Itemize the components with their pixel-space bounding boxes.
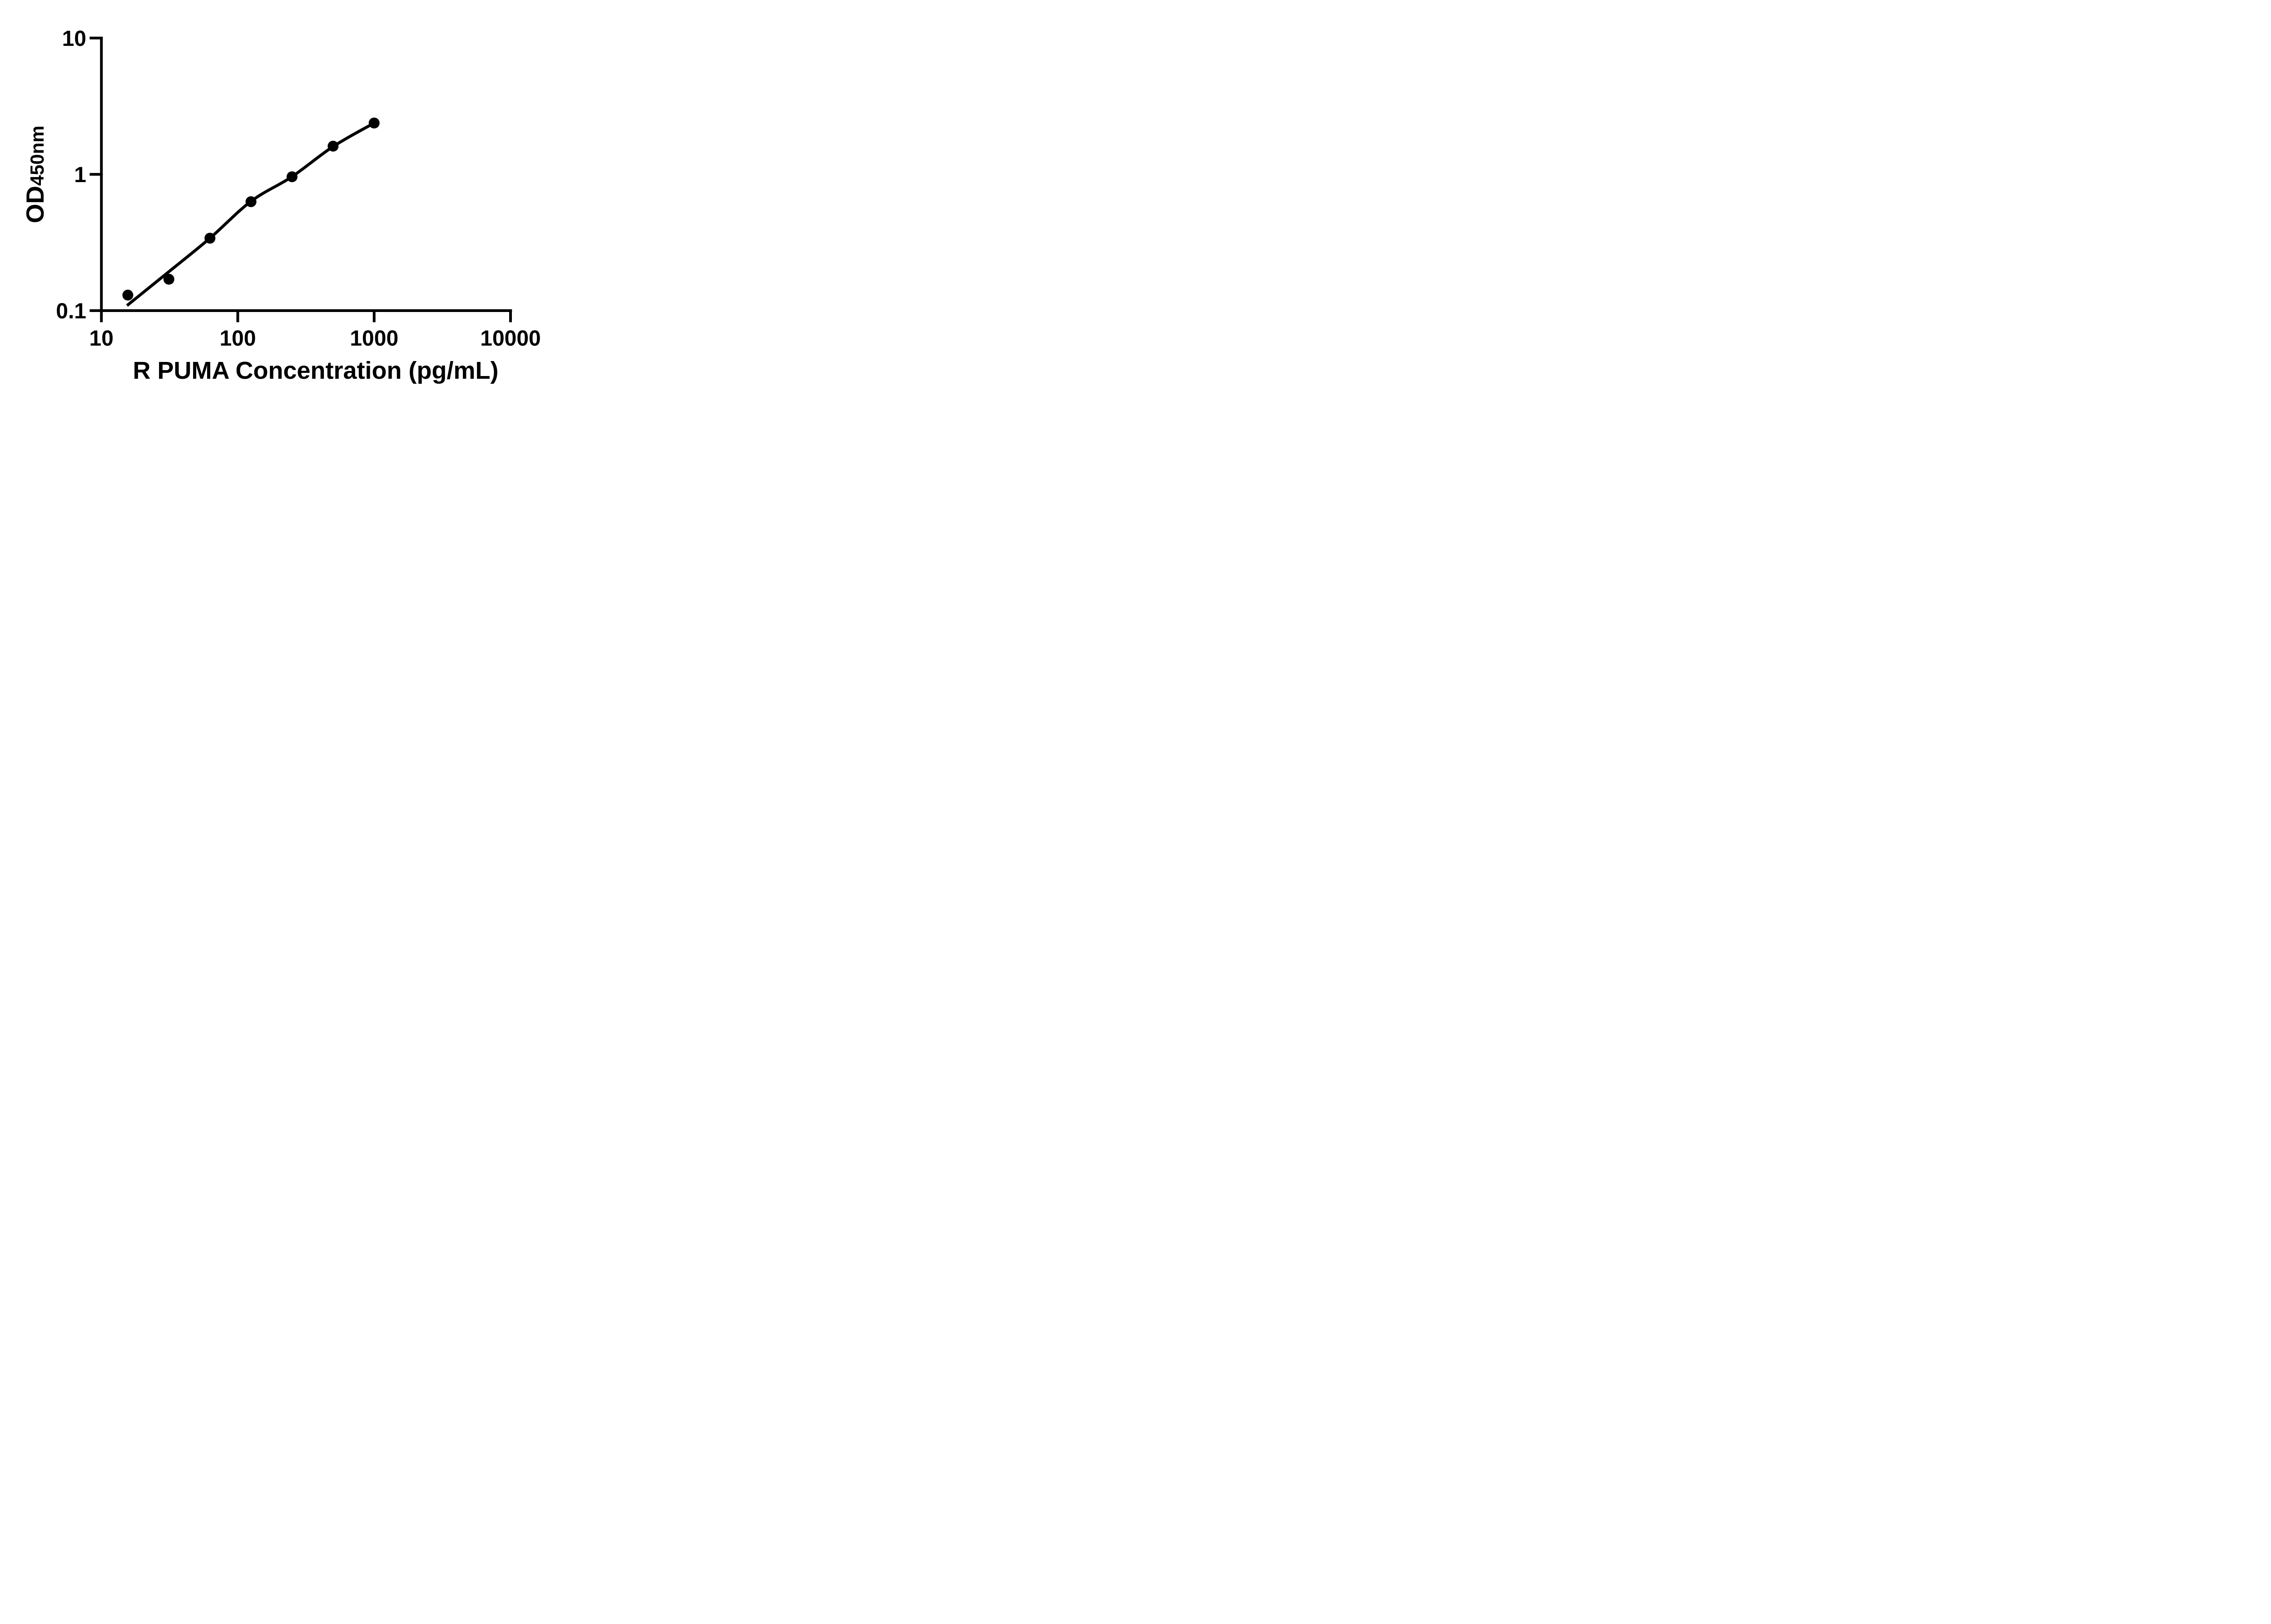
y-axis-tick-label: 0.1 <box>56 299 86 323</box>
elisa-standard-curve-figure: 10 1 0.1 10 100 1000 10000 R PUMA Concentratio… <box>0 0 573 406</box>
y-axis-title: OD450nm <box>20 126 50 223</box>
y-axis-tick-label: 1 <box>74 163 86 187</box>
x-axis-tick-label: 10 <box>89 327 114 351</box>
x-axis-tick-label: 1000 <box>350 327 398 351</box>
y-axis-title-sub: 450nm <box>26 125 48 186</box>
x-axis-tick-label: 10000 <box>480 327 540 351</box>
x-axis-tick-label: 100 <box>219 327 256 351</box>
data-point <box>286 171 298 183</box>
data-point <box>327 140 339 152</box>
x-axis-title: R PUMA Concentration (pg/mL) <box>133 357 499 384</box>
data-point <box>245 196 257 208</box>
data-point <box>368 117 380 129</box>
y-axis-tick-label: 10 <box>62 27 86 51</box>
data-point <box>163 273 174 285</box>
data-point <box>204 233 216 244</box>
data-point <box>122 289 134 301</box>
y-axis-title-main: OD <box>21 185 49 223</box>
